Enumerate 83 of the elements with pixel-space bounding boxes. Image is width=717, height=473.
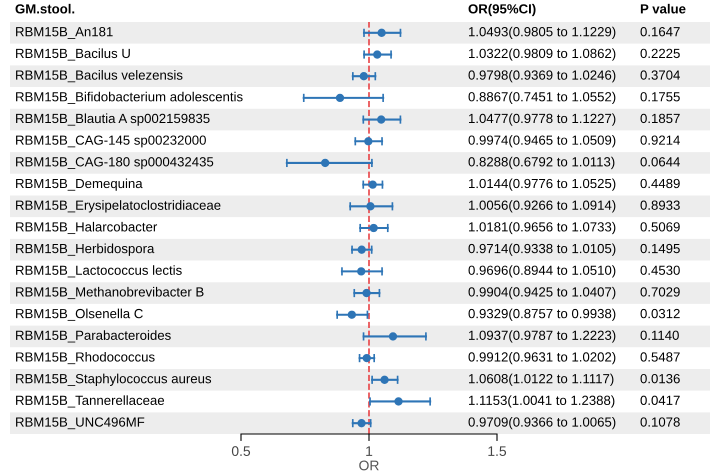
y-tick-label: RBM15B_Staphylococcus aureus <box>16 374 212 386</box>
point <box>357 418 366 428</box>
point <box>366 202 375 210</box>
text: 0.2225 <box>640 48 680 58</box>
point <box>360 72 368 80</box>
y-tick-label: RBM15B_Bacilus U <box>16 48 130 61</box>
data-label: 1.0477(0.9778 to 1.1227) <box>469 113 616 126</box>
point <box>357 267 366 276</box>
y-tick-label: RBM15B_Demequina <box>16 178 143 191</box>
text: OR(95%CI) <box>468 4 536 16</box>
data-label: 0.9709(0.9366 to 1.0065) <box>468 417 616 430</box>
text: 0.5487 <box>640 352 680 362</box>
y-tick-label: RBM15B_Erysipelatoclostridiaceae <box>16 200 220 212</box>
point <box>348 310 356 319</box>
data-label: 1.0608(1.0122 to 1.1117) <box>469 374 614 386</box>
text: 0.5069 <box>640 222 680 232</box>
point <box>377 28 386 38</box>
y-tick-label: RBM15B_Bacilus velezensis <box>16 70 182 82</box>
text: 0.1078 <box>640 417 680 427</box>
x-axis-title: OR <box>359 460 379 470</box>
y-tick-label: RBM15B_Halarcobacter <box>16 222 158 234</box>
data-label: 0.9974(0.9465 to 1.0509) <box>468 135 616 148</box>
data-label: 1.0181(0.9656 to 1.0733) <box>469 222 616 234</box>
data-label: 0.9912(0.9631 to 1.0202) <box>468 352 616 364</box>
text: 0.9214 <box>640 135 680 145</box>
data-label: 0.8288(0.6792 to 1.0113) <box>468 156 614 170</box>
text: 0.4530 <box>640 266 680 275</box>
text: 0.1140 <box>640 330 679 340</box>
text: 0.8933 <box>640 200 680 210</box>
data-label: 0.9696(0.8944 to 1.0510) <box>468 265 616 278</box>
point <box>377 115 386 124</box>
data-label: 1.0056(0.9266 to 1.0914) <box>469 200 616 212</box>
text: 0.1495 <box>640 244 680 254</box>
y-axis-title: GM.stool. <box>16 4 74 14</box>
point <box>362 288 371 298</box>
text: 0.1647 <box>640 27 680 36</box>
text: 0.0417 <box>640 396 680 406</box>
point <box>358 246 366 254</box>
y-tick-label: RBM15B_Methanobrevibacter B <box>16 286 204 300</box>
y-tick-label: RBM15B_Bifidobacterium adolescentis <box>16 92 243 104</box>
point <box>336 94 344 102</box>
x-tick-label: 1.5 <box>488 446 506 456</box>
text: 0.0136 <box>640 374 680 384</box>
point <box>369 224 378 232</box>
data-label: 1.0322(0.9809 to 1.0862) <box>469 48 616 61</box>
text: 0.3704 <box>640 70 680 80</box>
data-label: 0.9798(0.9369 to 1.0246) <box>468 70 616 82</box>
point <box>362 354 371 362</box>
text: 0.0644 <box>640 157 680 166</box>
point <box>388 332 398 341</box>
x-tick-label: 1 <box>366 446 372 456</box>
data-label: 1.0493(0.9805 to 1.1229) <box>469 26 616 39</box>
text: 0.0312 <box>640 308 680 318</box>
data-label: 0.9904(0.9425 to 1.0407) <box>468 286 616 300</box>
data-label: 0.8867(0.7451 to 1.0552) <box>468 92 616 104</box>
data-label: 0.9714(0.9338 to 1.0105) <box>468 244 616 256</box>
data-label: 1.0937(0.9787 to 1.2223) <box>469 330 616 343</box>
text: 0.7029 <box>640 287 680 297</box>
y-tick-label: RBM15B_Herbidospora <box>16 244 154 256</box>
point <box>394 397 403 406</box>
y-tick-label: RBM15B_UNC496MF <box>16 417 144 430</box>
text: 0.1755 <box>640 92 680 102</box>
y-tick-label: RBM15B_Olsenella C <box>16 308 143 321</box>
point <box>364 137 372 146</box>
y-tick-label: RBM15B_Lactococcus lectis <box>16 265 182 278</box>
data-label: 1.1153(1.0041 to 1.2388) <box>469 395 614 408</box>
x-tick-label: 0.5 <box>232 446 250 456</box>
data-label: 0.9329(0.8757 to 0.9938) <box>468 308 616 321</box>
point <box>321 158 330 168</box>
text: 0.4489 <box>640 178 680 188</box>
text: 0.1857 <box>640 114 680 124</box>
y-tick-label: RBM15B_Rhodococcus <box>16 352 155 364</box>
y-tick-label: RBM15B_CAG-145 sp00232000 <box>16 135 206 148</box>
y-tick-label: RBM15B_Tannerellaceae <box>16 395 164 408</box>
point <box>373 50 382 59</box>
data-label: 1.0144(0.9776 to 1.0525) <box>469 178 616 191</box>
y-tick-label: RBM15B_CAG-180 sp000432435 <box>16 157 214 170</box>
y-tick-label: RBM15B_Parabacteroides <box>16 330 171 342</box>
text: P value <box>640 4 686 14</box>
point <box>380 376 389 384</box>
y-tick-label: RBM15B_Blautia A sp002159835 <box>16 113 210 126</box>
y-tick-label: RBM15B_An181 <box>16 27 113 39</box>
point <box>368 180 377 189</box>
